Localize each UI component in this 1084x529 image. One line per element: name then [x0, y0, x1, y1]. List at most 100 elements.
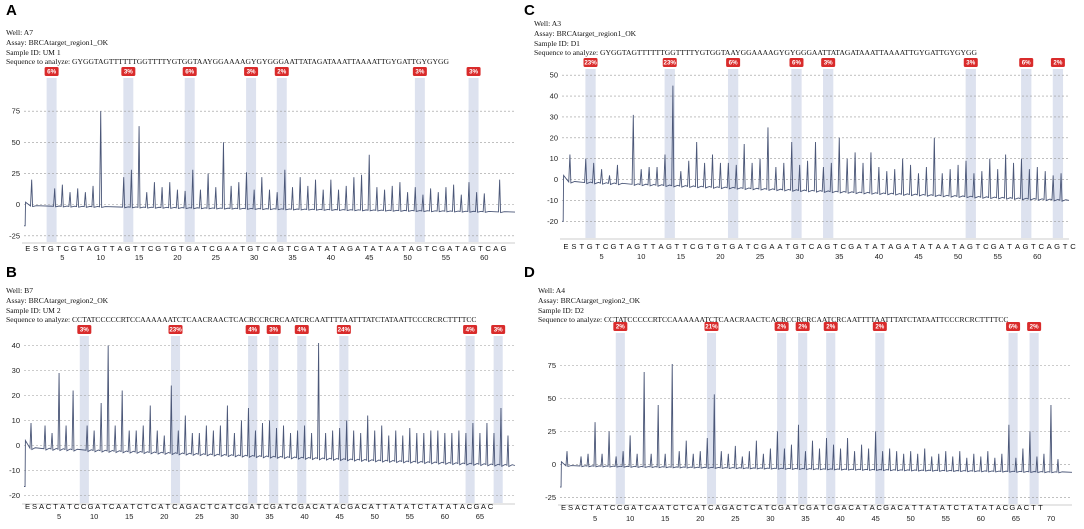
x-tick-label: 5	[57, 512, 61, 521]
dispensation-letter: T	[401, 244, 406, 253]
x-tick-label: 15	[677, 252, 685, 261]
dispensation-letter: A	[225, 244, 231, 253]
y-tick-label: 75	[548, 361, 556, 370]
dispensation-letter: T	[102, 244, 107, 253]
dispensation-letter: C	[848, 503, 854, 512]
methylation-percent-label: 4%	[248, 327, 257, 334]
cpg-region	[414, 78, 425, 242]
dispensation-letter: A	[659, 503, 665, 512]
dispensation-letter: A	[738, 242, 744, 251]
sample-id-label: Sample ID: UM 1	[6, 47, 61, 57]
dispensation-letter: T	[675, 242, 680, 251]
dispensation-letter: T	[947, 503, 952, 512]
dispensation-letter: C	[488, 502, 494, 511]
dispensation-letter: C	[876, 503, 882, 512]
dispensation-letter: A	[857, 242, 863, 251]
methylation-percent-label: 2%	[875, 324, 884, 331]
x-tick-label: 65	[476, 512, 484, 521]
cpg-region	[468, 78, 479, 242]
dispensation-letter: A	[757, 503, 763, 512]
cpg-region	[791, 69, 802, 238]
dispensation-letter: G	[778, 503, 784, 512]
dispensation-letter: A	[960, 242, 966, 251]
cpg-region	[276, 78, 287, 242]
dispensation-letter: T	[130, 502, 135, 511]
dispensation-letter: A	[968, 503, 974, 512]
y-tick-label: -20	[547, 217, 558, 226]
dispensation-letter: G	[278, 244, 284, 253]
y-tick-label: -20	[9, 491, 20, 500]
dispensation-letter: G	[171, 244, 177, 253]
dispensation-letter: G	[896, 242, 902, 251]
x-tick-label: 30	[766, 514, 774, 523]
cpg-region	[184, 78, 195, 242]
y-tick-label: 0	[16, 200, 20, 209]
methylation-badge	[774, 322, 789, 331]
cpg-region	[1029, 333, 1039, 504]
dispensation-letter: S	[571, 242, 576, 251]
dispensation-letter: T	[256, 244, 261, 253]
dispensation-letter: G	[298, 502, 304, 511]
x-tick-label: 60	[441, 512, 449, 521]
dispensation-letter: C	[690, 242, 696, 251]
dispensation-letter: A	[446, 502, 452, 511]
dispensation-letter: A	[325, 244, 331, 253]
y-tick-label: 50	[550, 71, 558, 80]
dispensation-letter: A	[715, 503, 721, 512]
methylation-badge	[704, 322, 719, 331]
dispensation-letter: S	[32, 502, 37, 511]
methylation-badge	[266, 325, 281, 334]
cpg-region	[965, 69, 976, 238]
dispensation-letter: G	[473, 502, 479, 511]
x-tick-label: 55	[942, 514, 950, 523]
methylation-percent-label: 3%	[966, 60, 975, 67]
dispensation-letter: T	[638, 503, 643, 512]
dispensation-letter: T	[746, 242, 751, 251]
dispensation-letter: A	[193, 502, 199, 511]
dispensation-letter: C	[172, 502, 178, 511]
dispensation-letter: T	[102, 502, 107, 511]
dispensation-letter: T	[619, 242, 624, 251]
x-tick-label: 15	[125, 512, 133, 521]
y-tick-label: -10	[9, 466, 20, 475]
dispensation-letter: G	[1054, 242, 1060, 251]
y-tick-label: 10	[550, 154, 558, 163]
dispensation-letter: G	[834, 503, 840, 512]
dispensation-letter: A	[271, 244, 277, 253]
dispensation-letter: A	[409, 244, 415, 253]
dispensation-letter: T	[701, 503, 706, 512]
dispensation-letter: G	[666, 242, 672, 251]
cpg-region	[339, 336, 349, 503]
dispensation-letter: T	[202, 244, 207, 253]
x-tick-label: 5	[593, 514, 597, 523]
dispensation-letter: A	[575, 503, 581, 512]
sample-id-label: Sample ID: D1	[534, 38, 580, 48]
dispensation-letter: C	[263, 244, 269, 253]
methylation-percent-label: 3%	[269, 327, 278, 334]
y-tick-label: 30	[12, 366, 20, 375]
methylation-badge	[1019, 58, 1034, 67]
y-tick-label: 30	[550, 112, 558, 121]
y-tick-label: 50	[12, 138, 20, 147]
dispensation-letter: C	[340, 502, 346, 511]
dispensation-letter: C	[1070, 242, 1076, 251]
dispensation-letter: G	[217, 244, 223, 253]
dispensation-letter: A	[904, 242, 910, 251]
dispensation-letter: E	[25, 502, 30, 511]
dispensation-letter: A	[116, 502, 122, 511]
dispensation-letter: A	[306, 502, 312, 511]
dispensation-letter: G	[186, 502, 192, 511]
dispensation-letter: G	[698, 242, 704, 251]
x-tick-label: 15	[661, 514, 669, 523]
methylation-badge	[1050, 58, 1065, 67]
dispensation-letter: T	[744, 503, 749, 512]
dispensation-letter: A	[371, 244, 377, 253]
x-tick-label: 50	[403, 253, 411, 262]
dispensation-letter: T	[110, 244, 115, 253]
methylation-percent-label: 6%	[792, 60, 801, 67]
dispensation-letter: C	[312, 502, 318, 511]
dispensation-letter: A	[944, 242, 950, 251]
dispensation-letter: A	[870, 503, 876, 512]
methylation-badge	[77, 325, 92, 334]
